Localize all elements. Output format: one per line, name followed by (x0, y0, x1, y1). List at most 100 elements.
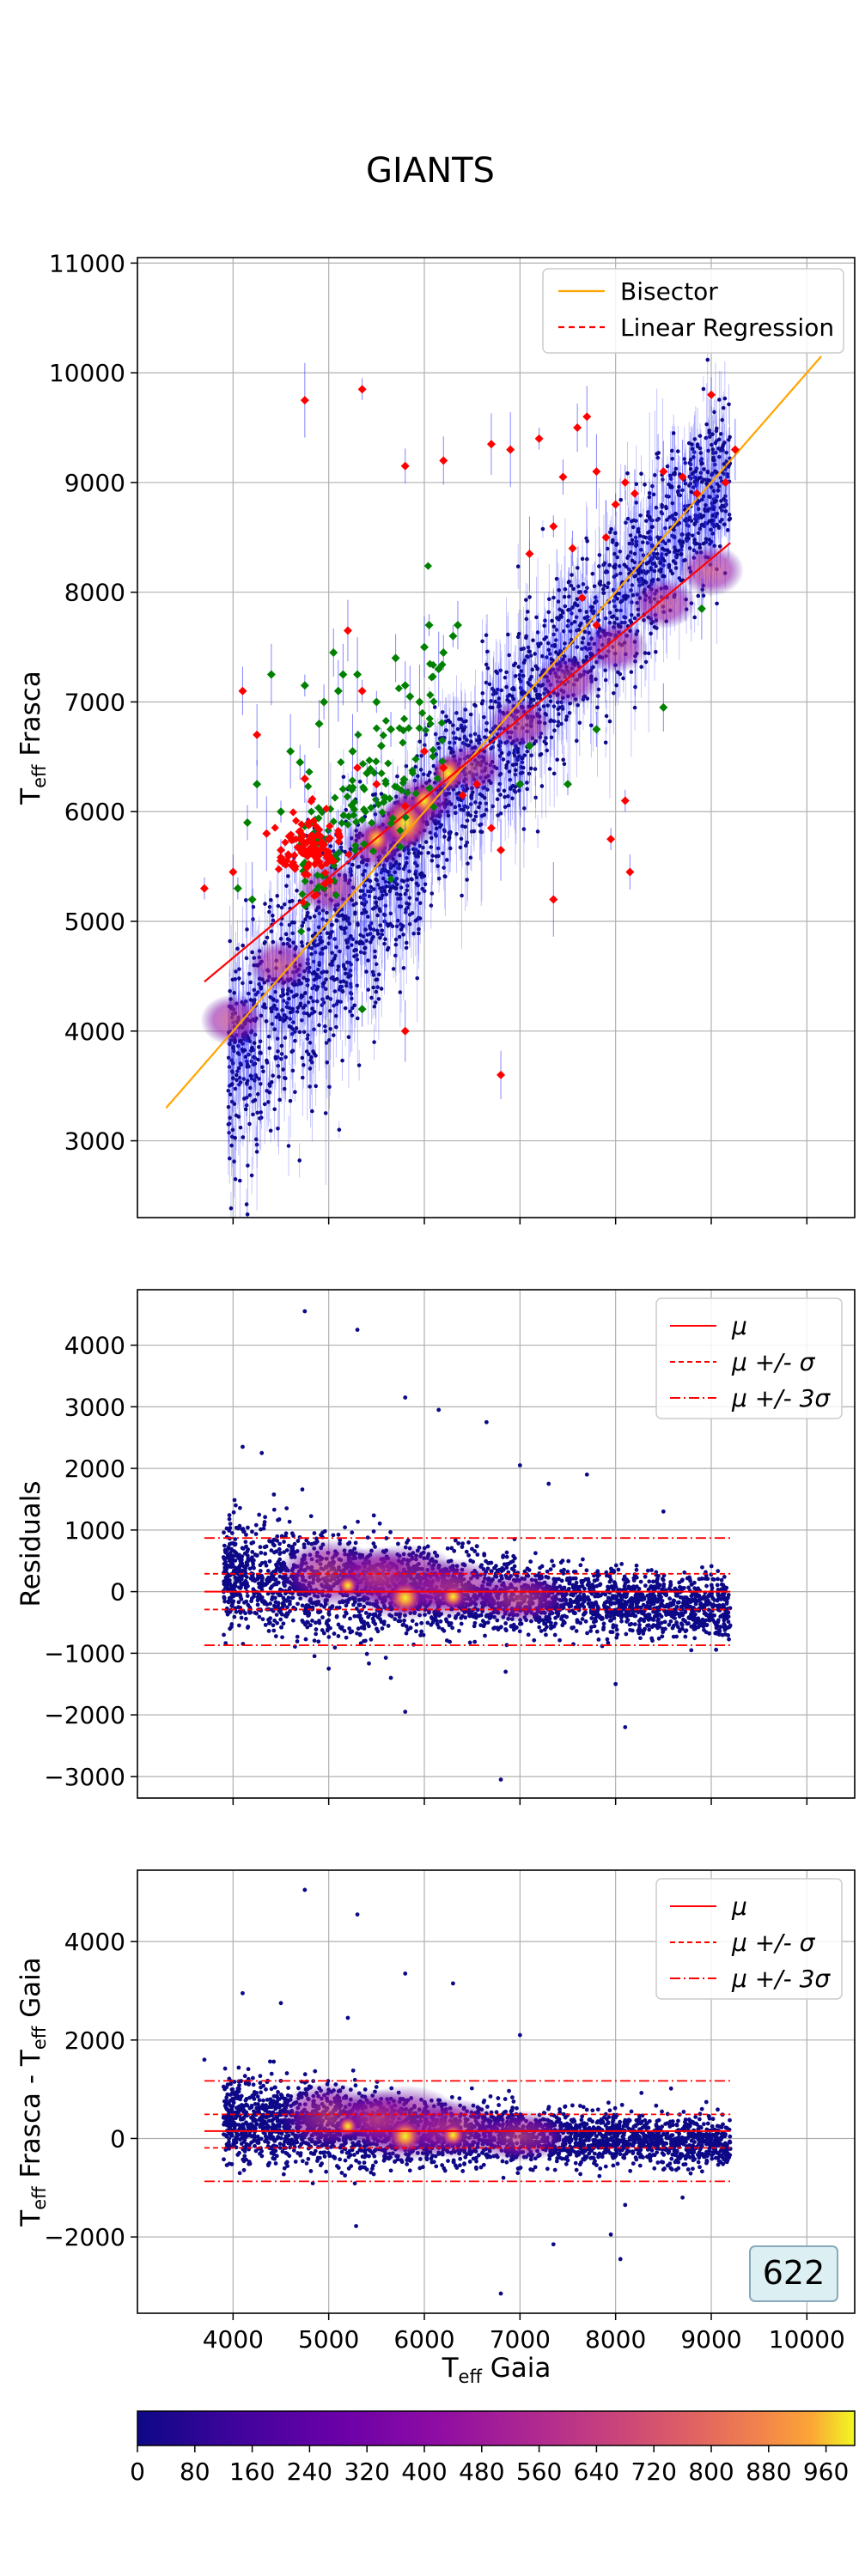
data-point (506, 794, 510, 799)
data-point (469, 796, 474, 800)
data-point (479, 701, 484, 706)
data-point (399, 927, 404, 932)
data-point (341, 775, 346, 780)
data-point (289, 989, 294, 994)
data-point (721, 448, 725, 453)
data-point (710, 451, 716, 455)
data-point (436, 745, 442, 750)
data-point (451, 731, 456, 735)
data-point (373, 896, 378, 900)
data-point (299, 940, 304, 945)
data-point (564, 717, 569, 722)
data-point (327, 1038, 332, 1042)
data-point (391, 967, 396, 971)
data-point (669, 484, 674, 489)
data-point (373, 1000, 378, 1005)
data-point (514, 762, 519, 767)
data-point (513, 772, 518, 777)
data-point (690, 447, 695, 451)
data-point (634, 539, 639, 544)
data-point (307, 927, 311, 932)
data-point (406, 902, 411, 907)
data-point (478, 822, 484, 827)
data-point (244, 898, 248, 902)
data-point (603, 616, 608, 621)
data-point (554, 628, 559, 632)
data-point (453, 811, 458, 816)
data-point (473, 814, 478, 819)
data-point (442, 835, 447, 839)
data-point (401, 933, 405, 937)
data-point (344, 807, 349, 812)
data-point (451, 723, 455, 727)
data-point (540, 526, 545, 532)
data-point (551, 704, 557, 708)
data-point (494, 690, 498, 696)
data-point (621, 676, 625, 681)
data-point (330, 959, 335, 964)
data-point (279, 905, 284, 910)
data-point (393, 942, 399, 947)
data-point (551, 632, 556, 637)
data-point (585, 586, 589, 590)
data-point (480, 691, 485, 696)
data-point (442, 866, 446, 870)
data-point (334, 918, 339, 923)
data-point (232, 1159, 236, 1164)
data-point (654, 505, 659, 510)
data-point (334, 945, 338, 950)
data-point (527, 595, 532, 599)
data-point (257, 1077, 261, 1081)
data-point (692, 615, 697, 620)
data-point (484, 728, 489, 732)
data-point (566, 608, 570, 612)
data-point (337, 914, 342, 918)
data-point (675, 449, 680, 453)
data-point (670, 456, 675, 461)
data-point (363, 909, 369, 914)
data-point (602, 583, 606, 588)
data-point (313, 950, 318, 955)
data-point (283, 932, 289, 937)
data-point (539, 653, 545, 659)
data-point (300, 1018, 304, 1023)
data-point (484, 680, 489, 685)
data-point (251, 917, 255, 921)
data-point (698, 526, 703, 532)
data-point (228, 1092, 233, 1097)
data-point (370, 907, 375, 911)
data-point (382, 913, 387, 918)
data-point (639, 547, 643, 552)
data-point (727, 513, 732, 517)
data-point (320, 997, 325, 1002)
data-point (521, 660, 527, 665)
data-point (259, 1082, 263, 1086)
data-point (263, 902, 267, 906)
data-point (325, 1060, 330, 1065)
data-point (227, 1130, 231, 1135)
data-point (604, 714, 609, 719)
data-point (236, 1066, 241, 1071)
data-point (358, 950, 363, 955)
data-point (291, 1020, 295, 1024)
data-point (384, 892, 389, 896)
data-point (245, 927, 249, 932)
data-point (350, 996, 354, 1001)
data-point (708, 495, 712, 499)
data-point (464, 719, 468, 724)
data-point (489, 699, 493, 703)
data-point (382, 941, 387, 946)
data-point (629, 670, 634, 674)
data-point (556, 599, 561, 604)
data-point (547, 767, 552, 771)
data-point (309, 1060, 314, 1065)
data-point (485, 649, 490, 654)
data-point (348, 991, 353, 995)
main-data-layer (165, 323, 822, 1218)
data-point (335, 976, 339, 981)
data-point (399, 904, 404, 909)
data-point (633, 684, 637, 690)
data-point (239, 1062, 243, 1067)
data-point (484, 801, 489, 806)
data-point (716, 447, 721, 451)
